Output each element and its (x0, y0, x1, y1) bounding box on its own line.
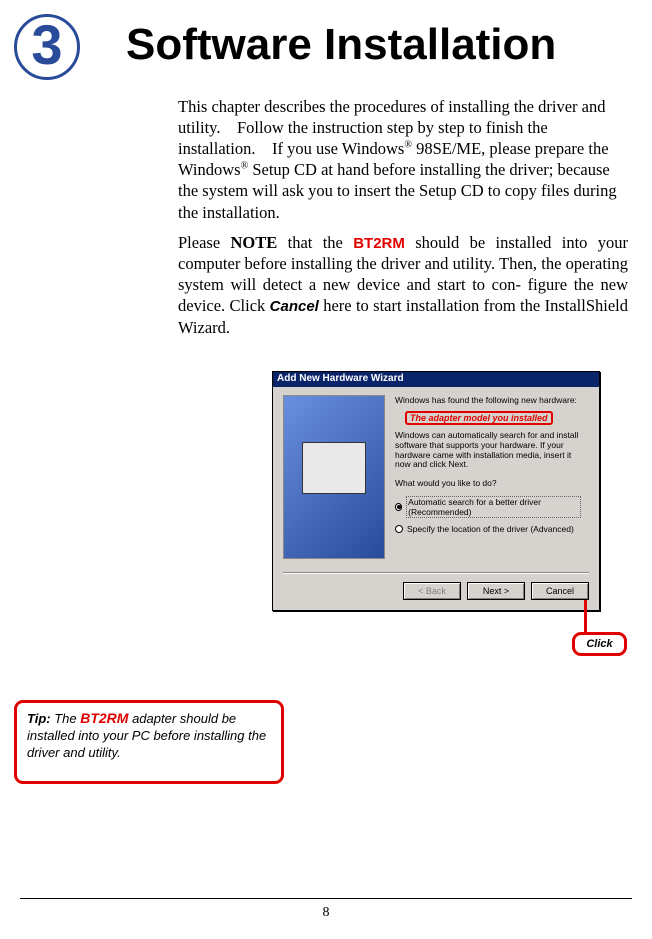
tip-box: Tip: The BT2RM adapter should be install… (14, 700, 284, 784)
click-callout: Click (572, 632, 627, 656)
badge-frame (2, 12, 14, 78)
intro-paragraph: This chapter describes the procedures of… (178, 96, 628, 223)
chapter-badge: 3 (14, 14, 80, 80)
note-prefix: Please (178, 233, 231, 252)
wizard-titlebar: Add New Hardware Wizard (273, 372, 599, 387)
page-title: Software Installation (126, 20, 556, 70)
click-connector-line (584, 600, 587, 634)
bt2rm-inline: BT2RM (353, 235, 405, 252)
tip-bt2rm: BT2RM (80, 710, 128, 726)
radio-opt1-label: Automatic search for a better driver (Re… (406, 496, 581, 518)
radio-row-1[interactable]: Automatic search for a better driver (Re… (395, 496, 581, 518)
next-button[interactable]: Next > (467, 582, 525, 600)
note-label: NOTE (231, 233, 278, 252)
wizard-graphic (283, 395, 385, 559)
radio-row-2[interactable]: Specify the location of the driver (Adva… (395, 524, 581, 534)
radio-icon (395, 525, 403, 533)
wizard-question: What would you like to do? (395, 478, 581, 488)
footer-rule (20, 898, 632, 899)
page: 3 Software Installation This chapter des… (0, 0, 652, 939)
wizard-button-row: < Back Next > Cancel (273, 574, 599, 608)
chapter-number: 3 (31, 17, 62, 73)
cancel-word: Cancel (270, 298, 319, 315)
note-mid1: that the (277, 233, 353, 252)
wizard-para: Windows can automatically search for and… (395, 431, 581, 470)
radio-selected-icon (395, 503, 402, 511)
wizard-right-pane: Windows has found the following new hard… (385, 395, 581, 572)
page-number: 8 (0, 905, 652, 921)
wizard-line1: Windows has found the following new hard… (395, 395, 581, 405)
cancel-button[interactable]: Cancel (531, 582, 589, 600)
adapter-model-callout: The adapter model you installed (405, 411, 553, 425)
radio-opt2-label: Specify the location of the driver (Adva… (407, 524, 574, 534)
tip-mid1: The (51, 711, 81, 726)
note-paragraph: Please NOTE that the BT2RM should be ins… (178, 232, 628, 338)
back-button[interactable]: < Back (403, 582, 461, 600)
wizard-content: Windows has found the following new hard… (273, 387, 599, 572)
tip-label: Tip: (27, 711, 51, 726)
hardware-wizard-window: Add New Hardware Wizard Windows has foun… (272, 371, 600, 611)
